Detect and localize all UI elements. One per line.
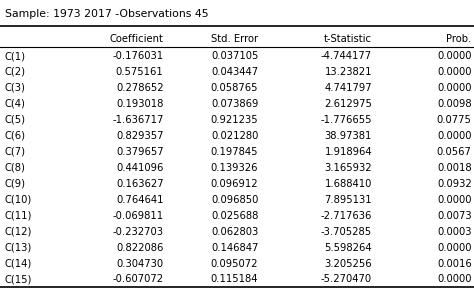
Text: 0.115184: 0.115184 [211, 274, 258, 285]
Text: 0.0775: 0.0775 [437, 115, 472, 125]
Text: 0.921235: 0.921235 [211, 115, 258, 125]
Text: 0.0567: 0.0567 [437, 147, 472, 157]
Text: 0.0000: 0.0000 [437, 67, 472, 77]
Text: 0.095072: 0.095072 [211, 259, 258, 268]
Text: 0.058765: 0.058765 [211, 83, 258, 93]
Text: -5.270470: -5.270470 [321, 274, 372, 285]
Text: 0.575161: 0.575161 [116, 67, 164, 77]
Text: 0.0000: 0.0000 [437, 131, 472, 141]
Text: 5.598264: 5.598264 [325, 242, 372, 253]
Text: -1.776655: -1.776655 [320, 115, 372, 125]
Text: 0.096850: 0.096850 [211, 195, 258, 205]
Text: -1.636717: -1.636717 [112, 115, 164, 125]
Text: C(13): C(13) [5, 242, 32, 253]
Text: C(3): C(3) [5, 83, 26, 93]
Text: 0.037105: 0.037105 [211, 51, 258, 61]
Text: 0.0000: 0.0000 [437, 83, 472, 93]
Text: C(4): C(4) [5, 99, 26, 109]
Text: 0.304730: 0.304730 [117, 259, 164, 268]
Text: 0.0098: 0.0098 [437, 99, 472, 109]
Text: t-Statistic: t-Statistic [324, 34, 372, 44]
Text: 0.0000: 0.0000 [437, 195, 472, 205]
Text: C(7): C(7) [5, 147, 26, 157]
Text: C(14): C(14) [5, 259, 32, 268]
Text: 0.073869: 0.073869 [211, 99, 258, 109]
Text: 0.441096: 0.441096 [116, 163, 164, 173]
Text: C(12): C(12) [5, 227, 32, 237]
Text: 0.146847: 0.146847 [211, 242, 258, 253]
Text: C(15): C(15) [5, 274, 32, 285]
Text: 0.0000: 0.0000 [437, 274, 472, 285]
Text: 0.278652: 0.278652 [116, 83, 164, 93]
Text: 0.0073: 0.0073 [437, 211, 472, 221]
Text: 0.163627: 0.163627 [116, 179, 164, 189]
Text: Prob.: Prob. [447, 34, 472, 44]
Text: 1.918964: 1.918964 [325, 147, 372, 157]
Text: 0.764641: 0.764641 [116, 195, 164, 205]
Text: C(5): C(5) [5, 115, 26, 125]
Text: C(10): C(10) [5, 195, 32, 205]
Text: 0.062803: 0.062803 [211, 227, 258, 237]
Text: -2.717636: -2.717636 [321, 211, 372, 221]
Text: 0.193018: 0.193018 [116, 99, 164, 109]
Text: 7.895131: 7.895131 [325, 195, 372, 205]
Text: 0.829357: 0.829357 [116, 131, 164, 141]
Text: -0.176031: -0.176031 [112, 51, 164, 61]
Text: 0.0000: 0.0000 [437, 51, 472, 61]
Text: 0.0016: 0.0016 [437, 259, 472, 268]
Text: -3.705285: -3.705285 [321, 227, 372, 237]
Text: C(11): C(11) [5, 211, 32, 221]
Text: C(6): C(6) [5, 131, 26, 141]
Text: -0.069811: -0.069811 [112, 211, 164, 221]
Text: C(1): C(1) [5, 51, 26, 61]
Text: 0.043447: 0.043447 [211, 67, 258, 77]
Text: 0.197845: 0.197845 [211, 147, 258, 157]
Text: 0.021280: 0.021280 [211, 131, 258, 141]
Text: 1.688410: 1.688410 [325, 179, 372, 189]
Text: 0.379657: 0.379657 [116, 147, 164, 157]
Text: -4.744177: -4.744177 [321, 51, 372, 61]
Text: 0.025688: 0.025688 [211, 211, 258, 221]
Text: 0.0018: 0.0018 [437, 163, 472, 173]
Text: 0.822086: 0.822086 [116, 242, 164, 253]
Text: 0.0003: 0.0003 [437, 227, 472, 237]
Text: Sample: 1973 2017 -Observations 45: Sample: 1973 2017 -Observations 45 [5, 9, 209, 19]
Text: -0.607072: -0.607072 [112, 274, 164, 285]
Text: C(2): C(2) [5, 67, 26, 77]
Text: 3.165932: 3.165932 [325, 163, 372, 173]
Text: -0.232703: -0.232703 [112, 227, 164, 237]
Text: Coefficient: Coefficient [109, 34, 164, 44]
Text: 13.23821: 13.23821 [325, 67, 372, 77]
Text: C(8): C(8) [5, 163, 26, 173]
Text: C(9): C(9) [5, 179, 26, 189]
Text: 2.612975: 2.612975 [324, 99, 372, 109]
Text: 0.0932: 0.0932 [437, 179, 472, 189]
Text: 3.205256: 3.205256 [325, 259, 372, 268]
Text: 38.97381: 38.97381 [325, 131, 372, 141]
Text: 0.096912: 0.096912 [211, 179, 258, 189]
Text: 0.0000: 0.0000 [437, 242, 472, 253]
Text: Std. Error: Std. Error [211, 34, 258, 44]
Text: 0.139326: 0.139326 [211, 163, 258, 173]
Text: 4.741797: 4.741797 [325, 83, 372, 93]
